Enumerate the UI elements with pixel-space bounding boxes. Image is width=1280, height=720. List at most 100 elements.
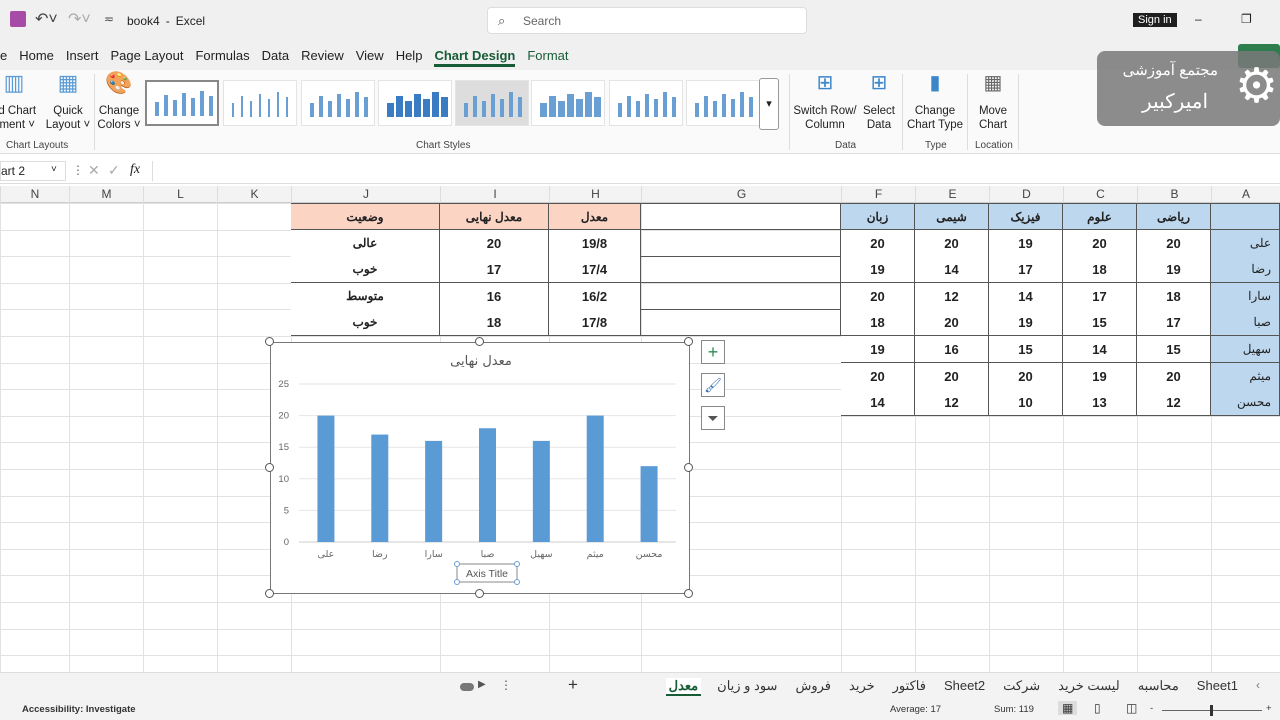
table-cell[interactable]: شیمی: [915, 203, 989, 230]
chart-style-option[interactable]: [301, 80, 375, 126]
chart-style-option[interactable]: [145, 80, 219, 126]
add-chart-element-button[interactable]: ▥ dd Chart ement ˅: [0, 72, 40, 132]
table-cell[interactable]: 14: [989, 282, 1063, 310]
column-header[interactable]: E: [915, 186, 989, 203]
resize-handle[interactable]: [684, 337, 693, 346]
table-cell[interactable]: 17/4: [549, 256, 641, 284]
sheet-tab[interactable]: فاکتور: [892, 678, 926, 693]
tab-home[interactable]: Home: [19, 48, 54, 63]
table-cell[interactable]: خوب: [291, 309, 440, 337]
table-cell[interactable]: 18: [440, 309, 549, 337]
table-cell[interactable]: علوم: [1063, 203, 1137, 230]
column-header[interactable]: A: [1211, 186, 1280, 203]
table-cell[interactable]: سارا: [1211, 282, 1280, 310]
column-header[interactable]: F: [841, 186, 915, 203]
enter-icon[interactable]: ✓: [108, 162, 120, 178]
table-cell[interactable]: 13: [1063, 389, 1137, 417]
table-cell[interactable]: معدل: [549, 203, 641, 230]
table-cell[interactable]: [641, 309, 841, 337]
table-cell[interactable]: علی: [1211, 229, 1280, 257]
table-cell[interactable]: 18: [1063, 256, 1137, 284]
column-header[interactable]: H: [549, 186, 641, 203]
chart-filters-button[interactable]: ⏷: [701, 406, 725, 430]
table-cell[interactable]: 12: [915, 282, 989, 310]
resize-handle[interactable]: [475, 337, 484, 346]
table-cell[interactable]: 20: [915, 362, 989, 390]
change-colors-button[interactable]: 🎨 Change Colors ˅: [96, 72, 142, 132]
sheet-tab[interactable]: لیست خرید: [1058, 678, 1120, 693]
table-cell[interactable]: وضعیت: [291, 203, 440, 230]
sign-in-button[interactable]: Sign in: [1133, 13, 1177, 27]
add-sheet-button[interactable]: +: [568, 675, 578, 694]
table-cell[interactable]: 20: [841, 282, 915, 310]
scroll-left-icon[interactable]: ‹: [1256, 678, 1260, 692]
column-header[interactable]: C: [1063, 186, 1137, 203]
formula-input[interactable]: [152, 161, 1280, 181]
table-cell[interactable]: [641, 229, 841, 257]
resize-handle[interactable]: [475, 589, 484, 598]
resize-handle[interactable]: [265, 589, 274, 598]
table-cell[interactable]: 20: [1137, 362, 1211, 390]
customize-toolbar-icon[interactable]: ≂: [104, 12, 115, 26]
move-chart-button[interactable]: ▦ Move Chart: [972, 73, 1014, 132]
column-header[interactable]: M: [69, 186, 143, 203]
sheet-tab[interactable]: معدل: [665, 678, 702, 696]
zoom-slider-thumb[interactable]: [1210, 705, 1213, 716]
table-cell[interactable]: رضا: [1211, 256, 1280, 284]
column-header[interactable]: B: [1137, 186, 1211, 203]
table-cell[interactable]: [641, 282, 841, 310]
table-cell[interactable]: [1211, 203, 1280, 230]
switch-row-column-button[interactable]: ⊞ Switch Row/Column: [793, 73, 857, 132]
zoom-out-button[interactable]: -: [1150, 703, 1154, 714]
table-cell[interactable]: 20: [915, 309, 989, 337]
column-header[interactable]: G: [641, 186, 841, 203]
table-cell[interactable]: 20: [915, 229, 989, 257]
undo-icon[interactable]: ↶˅: [35, 11, 58, 28]
table-cell[interactable]: 19: [989, 229, 1063, 257]
sheet-tab[interactable]: Sheet2: [943, 678, 986, 693]
table-cell[interactable]: 18: [1137, 282, 1211, 310]
cancel-icon[interactable]: ✕: [88, 162, 100, 178]
table-cell[interactable]: [641, 203, 841, 230]
normal-view-icon[interactable]: ▦: [1058, 701, 1078, 715]
tab-chart-design[interactable]: Chart Design: [434, 48, 516, 67]
table-cell[interactable]: 17: [1063, 282, 1137, 310]
table-cell[interactable]: 19: [1137, 256, 1211, 284]
chart-style-option[interactable]: [531, 80, 605, 126]
table-cell[interactable]: 19: [989, 309, 1063, 337]
sheet-tab[interactable]: محاسبه: [1137, 678, 1179, 693]
resize-handle[interactable]: [265, 337, 274, 346]
tab-insert[interactable]: Insert: [65, 48, 99, 63]
table-cell[interactable]: 14: [915, 256, 989, 284]
table-cell[interactable]: 16: [440, 282, 549, 310]
more-styles-button[interactable]: ▾: [759, 78, 779, 130]
table-cell[interactable]: ریاضی: [1137, 203, 1211, 230]
table-cell[interactable]: 19/8: [549, 229, 641, 257]
more-icon[interactable]: ⋮: [500, 678, 512, 692]
tab-review[interactable]: Review: [301, 48, 344, 63]
tab-format[interactable]: Format: [527, 48, 569, 63]
table-cell[interactable]: 17/8: [549, 309, 641, 337]
table-cell[interactable]: 14: [841, 389, 915, 417]
table-cell[interactable]: 20: [1063, 229, 1137, 257]
chart[interactable]: معدل نهایی 0 5 10 15 20 25 علی رضا سارا صبا سهیل میث…: [270, 342, 690, 594]
sheet-tab[interactable]: سود و زیان: [717, 678, 778, 693]
sheet-tab[interactable]: خرید: [849, 678, 875, 693]
table-cell[interactable]: 18: [841, 309, 915, 337]
accessibility-status[interactable]: Accessibility: Investigate: [22, 704, 136, 715]
table-cell[interactable]: محسن: [1211, 389, 1280, 417]
tab-help[interactable]: Help: [395, 48, 423, 63]
minimize-button[interactable]: –: [1195, 12, 1202, 26]
table-cell[interactable]: 19: [841, 256, 915, 284]
quick-layout-button[interactable]: ▦ Quick Layout ˅: [44, 72, 92, 132]
table-cell[interactable]: 10: [989, 389, 1063, 417]
chart-elements-button[interactable]: +: [701, 340, 725, 364]
redo-icon[interactable]: ↷˅: [68, 11, 91, 28]
restore-button[interactable]: ❐: [1241, 12, 1252, 26]
zoom-in-button[interactable]: +: [1266, 703, 1272, 714]
table-cell[interactable]: 19: [1063, 362, 1137, 390]
table-cell[interactable]: 15: [1063, 309, 1137, 337]
table-cell[interactable]: خوب: [291, 256, 440, 284]
column-header[interactable]: D: [989, 186, 1063, 203]
sheet-tab[interactable]: Sheet1: [1196, 678, 1238, 693]
